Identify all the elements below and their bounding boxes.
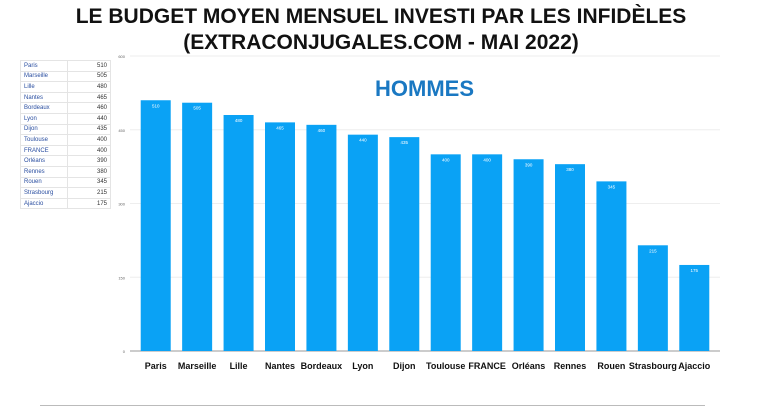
x-tick-label: Rennes — [554, 361, 587, 371]
y-tick-label: 150 — [118, 275, 125, 280]
bar — [265, 122, 295, 351]
y-tick-label: 600 — [118, 54, 125, 59]
bar — [140, 100, 171, 351]
bar — [223, 115, 254, 351]
bar — [389, 137, 420, 351]
bar — [596, 181, 627, 351]
data-label: 215 — [649, 248, 657, 253]
x-tick-label: Lyon — [352, 361, 373, 371]
data-label: 400 — [483, 157, 491, 162]
x-tick-label: Lille — [230, 361, 248, 371]
data-label: 440 — [359, 138, 367, 143]
bar — [679, 264, 710, 351]
bar — [306, 124, 337, 351]
data-label: 465 — [276, 125, 284, 130]
chart-title: LE BUDGET MOYEN MENSUEL INVESTI PAR LES … — [0, 4, 762, 56]
title-line-2: (EXTRACONJUGALES.COM - MAI 2022) — [183, 31, 579, 54]
chart-subtitle: HOMMES — [375, 76, 474, 101]
x-tick-label: FRANCE — [468, 361, 506, 371]
y-tick-label: 450 — [118, 128, 125, 133]
bar — [472, 154, 503, 351]
data-label: 400 — [442, 157, 450, 162]
x-tick-label: Nantes — [265, 361, 295, 371]
bar — [637, 245, 668, 351]
y-tick-label: 0 — [123, 349, 126, 354]
bar — [430, 154, 461, 351]
x-tick-label: Orléans — [512, 361, 546, 371]
x-tick-label: Paris — [145, 361, 167, 371]
data-label: 480 — [235, 118, 243, 123]
table-value: 175 — [67, 197, 111, 210]
bar — [513, 159, 544, 351]
x-tick-label: Toulouse — [426, 361, 465, 371]
data-label: 390 — [525, 162, 533, 167]
bar — [182, 102, 213, 351]
x-tick-label: Marseille — [178, 361, 217, 371]
x-tick-label: Bordeaux — [301, 361, 343, 371]
bar — [347, 134, 378, 351]
data-table: Paris 510 Marseille 505 Lille 480 Nantes 465 Bor… — [20, 60, 111, 210]
x-tick-label: Rouen — [597, 361, 625, 371]
data-label: 175 — [691, 268, 699, 273]
data-label: 505 — [193, 106, 201, 111]
title-line-1: LE BUDGET MOYEN MENSUEL INVESTI PAR LES … — [75, 5, 687, 28]
table-row: Ajaccio 175 — [20, 197, 111, 210]
data-label: 460 — [318, 128, 326, 133]
x-tick-label: Ajaccio — [678, 361, 711, 371]
data-label: 380 — [566, 167, 574, 172]
data-label: 435 — [401, 140, 409, 145]
divider — [40, 405, 705, 406]
data-label: 510 — [152, 103, 160, 108]
x-tick-label: Strasbourg — [629, 361, 677, 371]
data-label: 345 — [608, 184, 616, 189]
bar — [555, 164, 585, 351]
y-tick-label: 300 — [118, 202, 125, 207]
x-tick-label: Dijon — [393, 361, 416, 371]
